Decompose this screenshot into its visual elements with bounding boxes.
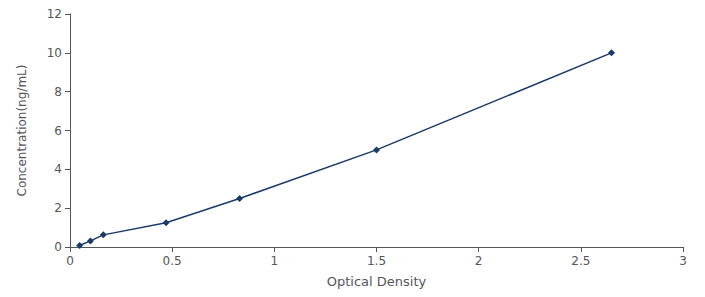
svg-text:Concentration(ng/mL): Concentration(ng/mL) (15, 65, 29, 197)
svg-text:12: 12 (47, 7, 62, 21)
svg-text:1.5: 1.5 (367, 254, 386, 268)
svg-text:10: 10 (47, 46, 62, 60)
svg-text:Optical Density: Optical Density (327, 274, 427, 289)
svg-text:2: 2 (54, 201, 62, 215)
svg-text:2.5: 2.5 (571, 254, 590, 268)
svg-text:0.5: 0.5 (163, 254, 182, 268)
svg-text:0: 0 (54, 240, 62, 254)
svg-text:4: 4 (54, 162, 62, 176)
svg-text:6: 6 (54, 124, 62, 138)
svg-text:0: 0 (66, 254, 74, 268)
svg-text:2: 2 (475, 254, 483, 268)
svg-text:1: 1 (271, 254, 279, 268)
svg-text:3: 3 (679, 254, 687, 268)
svg-text:8: 8 (54, 85, 62, 99)
